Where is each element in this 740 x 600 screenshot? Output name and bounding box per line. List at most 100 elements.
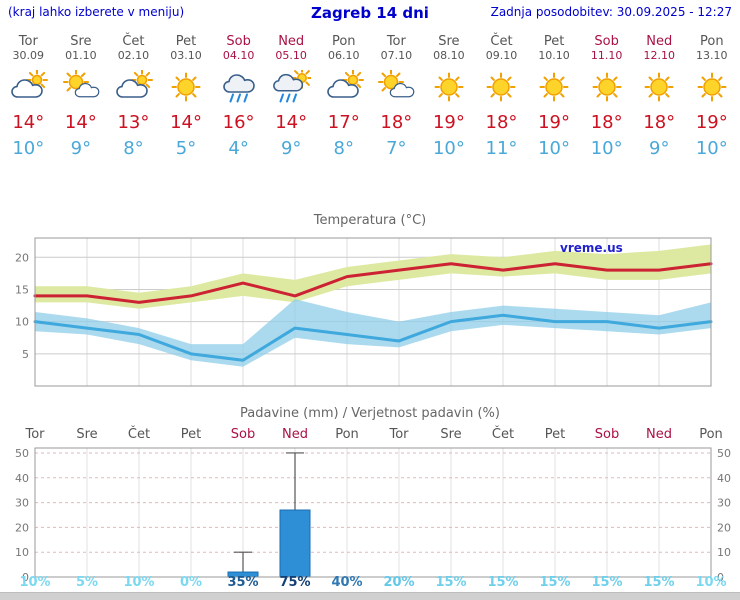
high-temperature: 18° (485, 112, 518, 133)
sunny-icon (633, 70, 686, 110)
precip-y-tick-left: 10 (15, 546, 29, 559)
day-name: Sob (226, 34, 251, 49)
temperature-chart: 5 10 15 20 vreme.us (15, 237, 713, 387)
day-forecast-tor-30-09[interactable]: Tor 30.09 14° 10° (2, 26, 55, 168)
topbar: (kraj lahko izberete v meniju) Zagreb 14… (0, 0, 740, 26)
day-date: 07.10 (380, 49, 413, 62)
temp-y-tick: 20 (15, 251, 29, 264)
precip-probability: 15% (487, 575, 518, 588)
day-date: 02.10 (117, 49, 150, 62)
day-name: Čet (122, 34, 145, 49)
precip-day-label: Čet (492, 426, 514, 442)
forecast-strip: Tor 30.09 14° 10° Sre 01.10 14° 9° Čet 02.10 13° 8°… (0, 26, 740, 168)
low-temperature: 10° (432, 138, 465, 159)
precip-probability: 75% (279, 575, 310, 588)
temp-y-tick: 5 (22, 348, 29, 361)
precip-probability: 15% (591, 575, 622, 588)
precip-probability: 10% (123, 575, 154, 588)
low-temperature: 9° (649, 138, 670, 159)
precip-y-tick-right: 20 (717, 521, 731, 534)
day-forecast-pet-10-10[interactable]: Pet 10.10 19° 10° (528, 26, 581, 168)
sun-small-cloud-icon (55, 69, 108, 110)
precipitation-chart-title: Padavine (mm) / Verjetnost padavin (%) (240, 406, 500, 421)
day-name: Sre (438, 34, 460, 49)
day-date: 08.10 (433, 49, 465, 62)
temp_min-line (33, 313, 713, 362)
day-forecast-čet-09-10[interactable]: Čet 09.10 18° 11° (475, 26, 528, 168)
day-date: 12.10 (643, 49, 675, 62)
high-temperature: 14° (12, 112, 45, 133)
high-temperature: 18° (643, 112, 676, 133)
page-title: Zagreb 14 dni (311, 4, 429, 22)
day-forecast-čet-02-10[interactable]: Čet 02.10 13° 8° (107, 26, 160, 168)
precip-day-label: Pon (699, 427, 723, 442)
sunny-icon (475, 70, 528, 110)
high-temperature: 19° (695, 112, 728, 133)
low-temperature: 8° (333, 138, 354, 159)
precip-y-tick-right: 10 (717, 546, 731, 559)
precip-day-label: Pet (181, 427, 201, 442)
high-temperature: 18° (380, 112, 413, 133)
precip-probability: 5% (76, 575, 98, 588)
day-forecast-pon-13-10[interactable]: Pon 13.10 19° 10° (686, 26, 739, 168)
day-name: Ned (646, 34, 673, 49)
horizontal-scrollbar[interactable] (0, 592, 740, 600)
low-temperature: 7° (386, 138, 407, 159)
precip-day-label: Pet (545, 427, 565, 442)
sun-small-cloud-icon (370, 69, 423, 110)
precip-day-label: Sre (440, 427, 461, 442)
precip-probability: 40% (331, 575, 362, 588)
precip-day-label: Sre (76, 427, 97, 442)
precip-probability: 15% (435, 575, 466, 588)
day-name: Pon (331, 34, 356, 49)
precip-y-tick-right: 0 (717, 571, 724, 584)
precip-day-label: Čet (128, 426, 150, 442)
day-name: Sob (594, 34, 619, 49)
day-date: 13.10 (696, 49, 728, 62)
high-temperature: 19° (432, 112, 465, 133)
low-temperature: 9° (280, 138, 302, 159)
cloud-sun-icon (107, 69, 160, 110)
day-name: Pet (175, 34, 197, 49)
day-date: 11.10 (590, 49, 623, 62)
low-temperature: 10° (590, 138, 623, 159)
day-forecast-pon-06-10[interactable]: Pon 06.10 17° 8° (317, 26, 370, 168)
sunny-icon (160, 70, 213, 110)
last-update: Zadnja posodobitev: 30.09.2025 - 12:27 (490, 5, 732, 19)
day-forecast-pet-03-10[interactable]: Pet 03.10 14° 5° (160, 26, 213, 168)
day-forecast-sre-08-10[interactable]: Sre 08.10 19° 10° (423, 26, 476, 168)
day-forecast-sob-11-10[interactable]: Sob 11.10 18° 10° (580, 26, 633, 168)
day-forecast-ned-12-10[interactable]: Ned 12.10 18° 9° (633, 26, 686, 168)
rain-icon (212, 70, 265, 110)
low-temperature: 10° (695, 138, 728, 159)
sunny-icon (686, 70, 739, 110)
day-name: Ned (278, 34, 305, 49)
menu-hint: (kraj lahko izberete v meniju) (8, 5, 185, 19)
day-date: 03.10 (170, 49, 202, 62)
min_range-band (35, 299, 711, 367)
day-date: 06.10 (328, 49, 360, 62)
day-forecast-sob-04-10[interactable]: Sob 04.10 16° 4° (212, 26, 265, 168)
watermark-link[interactable]: vreme.us (560, 241, 623, 255)
day-forecast-ned-05-10[interactable]: Ned 05.10 14° 9° (265, 26, 318, 168)
sunny-icon (423, 70, 476, 110)
sunny-icon (528, 70, 581, 110)
precip-y-tick-right: 40 (717, 472, 731, 485)
temperature-chart-title: Temperatura (°C) (313, 213, 427, 228)
precip-day-label: Sob (595, 427, 619, 442)
precip-probability: 35% (227, 575, 258, 588)
precip-y-tick-left: 30 (15, 497, 29, 510)
precip-y-tick-right: 30 (717, 497, 731, 510)
precip-day-label: Ned (282, 427, 308, 442)
day-forecast-tor-07-10[interactable]: Tor 07.10 18° 7° (370, 26, 423, 168)
low-temperature: 11° (485, 138, 518, 159)
day-name: Čet (490, 34, 513, 49)
day-forecast-sre-01-10[interactable]: Sre 01.10 14° 9° (55, 26, 108, 168)
precip-day-label: Pon (335, 427, 359, 442)
day-date: 04.10 (222, 49, 255, 62)
sunny-icon (580, 70, 633, 110)
day-date: 10.10 (538, 49, 570, 62)
day-name: Pet (543, 34, 565, 49)
temp-y-tick: 15 (15, 283, 29, 296)
